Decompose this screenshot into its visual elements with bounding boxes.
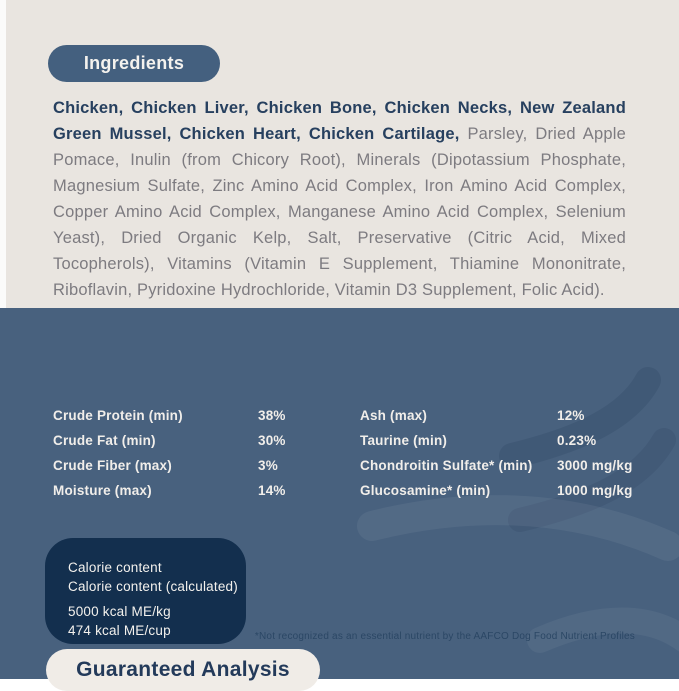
nutrient-row-taurine: Taurine (min) 0.23% — [360, 428, 645, 453]
nutrient-row-crude-fat: Crude Fat (min) 30% — [53, 428, 333, 453]
guaranteed-analysis-section: Guaranteed Analysis Crude Protein (min) … — [0, 308, 679, 691]
ingredients-paragraph: Chicken, Chicken Liver, Chicken Bone, Ch… — [53, 95, 626, 303]
nutrient-value: 30% — [258, 433, 286, 448]
analysis-heading-badge: Guaranteed Analysis — [46, 649, 320, 691]
nutrient-row-chondroitin: Chondroitin Sulfate* (min) 3000 mg/kg — [360, 453, 645, 478]
nutrient-label: Crude Fiber (max) — [53, 458, 172, 473]
nutrient-value: 3% — [258, 458, 278, 473]
nutrient-row-glucosamine: Glucosamine* (min) 1000 mg/kg — [360, 478, 645, 503]
nutrient-label: Moisture (max) — [53, 483, 152, 498]
nutrient-value: 3000 mg/kg — [557, 458, 633, 473]
nutrient-label: Chondroitin Sulfate* (min) — [360, 458, 533, 473]
calorie-line-1: Calorie content — [68, 560, 162, 575]
page-edge-highlight — [0, 0, 6, 308]
nutrient-value: 14% — [258, 483, 286, 498]
nutrient-label: Crude Protein (min) — [53, 408, 183, 423]
nutrient-row-crude-fiber: Crude Fiber (max) 3% — [53, 453, 333, 478]
nutrient-value: 12% — [557, 408, 585, 423]
nutrient-row-crude-protein: Crude Protein (min) 38% — [53, 403, 333, 428]
nutrient-label: Taurine (min) — [360, 433, 448, 448]
nutrient-value: 1000 mg/kg — [557, 483, 633, 498]
nutrient-label: Crude Fat (min) — [53, 433, 156, 448]
ingredients-heading-badge: Ingredients — [48, 45, 220, 82]
ingredients-primary-list: Chicken, Chicken Liver, Chicken Bone, Ch… — [53, 99, 626, 143]
aafco-footnote: *Not recognized as an essential nutrient… — [254, 631, 635, 642]
nutrient-label: Ash (max) — [360, 408, 428, 423]
nutrient-table-right: Ash (max) 12% Taurine (min) 0.23% Chondr… — [360, 403, 645, 503]
nutrient-table-left: Crude Protein (min) 38% Crude Fat (min) … — [53, 403, 333, 503]
nutrient-row-ash: Ash (max) 12% — [360, 403, 645, 428]
ingredients-section: Ingredients Chicken, Chicken Liver, Chic… — [0, 0, 679, 308]
nutrient-value: 0.23% — [557, 433, 597, 448]
calorie-content-box: Calorie content Calorie content (calcula… — [45, 538, 246, 644]
nutrient-row-moisture: Moisture (max) 14% — [53, 478, 333, 503]
calorie-line-2: Calorie content (calculated) — [68, 579, 238, 594]
analysis-heading: Guaranteed Analysis — [76, 658, 290, 681]
nutrient-label: Glucosamine* (min) — [360, 483, 491, 498]
calorie-line-4: 474 kcal ME/cup — [68, 623, 171, 638]
nutrient-value: 38% — [258, 408, 286, 423]
ingredients-heading: Ingredients — [83, 53, 185, 73]
ingredients-secondary-list: Parsley, Dried Apple Pomace, Inulin (fro… — [53, 125, 626, 299]
calorie-line-3: 5000 kcal ME/kg — [68, 604, 171, 619]
